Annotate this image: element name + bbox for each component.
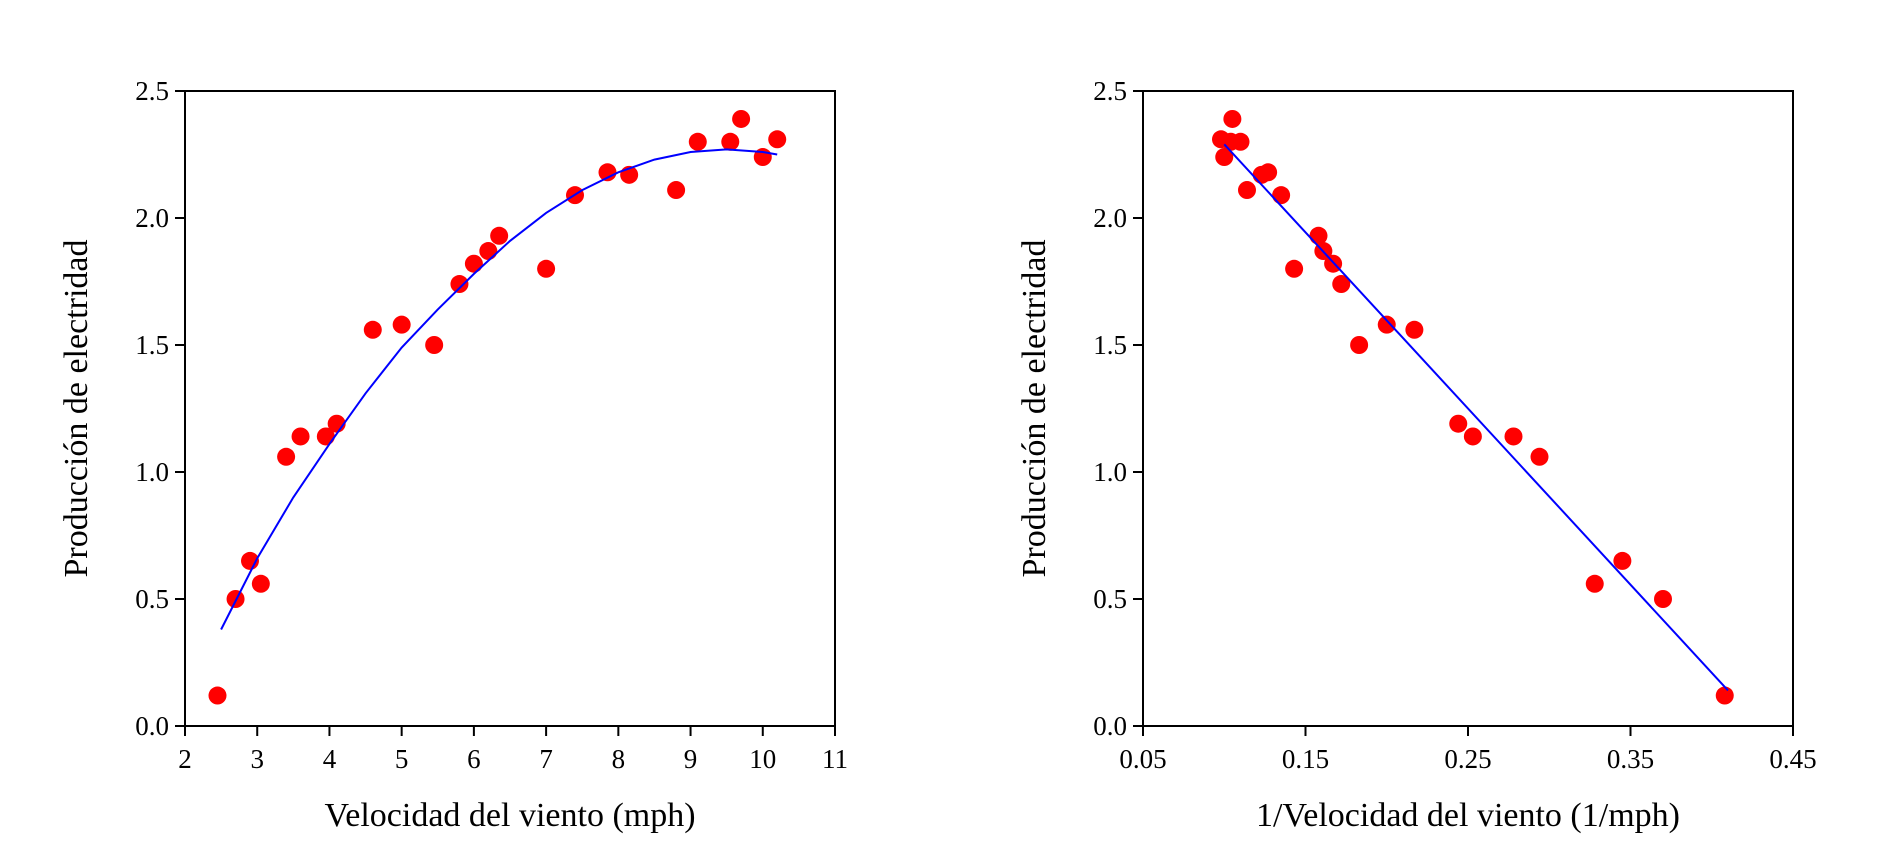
x-tick-label: 11 bbox=[822, 744, 848, 774]
data-point bbox=[425, 336, 444, 354]
y-tick-label: 0.0 bbox=[1093, 711, 1127, 741]
data-point bbox=[537, 259, 556, 278]
y-tick-label: 0.0 bbox=[135, 711, 169, 741]
y-tick-label: 2.5 bbox=[135, 76, 169, 106]
x-tick-label: 7 bbox=[539, 744, 553, 774]
data-point bbox=[1654, 590, 1672, 608]
x-tick-label: 0.45 bbox=[1769, 744, 1816, 774]
x-tick-label: 4 bbox=[323, 744, 337, 774]
x-tick-label: 0.05 bbox=[1119, 744, 1166, 774]
data-point bbox=[277, 447, 296, 466]
y-tick-label: 2.0 bbox=[135, 203, 169, 233]
data-point bbox=[1350, 336, 1369, 354]
data-point bbox=[450, 275, 469, 294]
data-point bbox=[490, 226, 509, 245]
y-tick-label: 2.5 bbox=[1093, 76, 1127, 106]
x-tick-label: 10 bbox=[749, 744, 776, 774]
data-point bbox=[1238, 181, 1256, 200]
y-tick-label: 1.0 bbox=[1093, 457, 1127, 487]
data-point bbox=[251, 574, 270, 593]
data-point bbox=[732, 109, 751, 128]
right-panel-inverse-velocidad: 0.0 0.5 1.0 1.5 2.0 2.5 0.05 0.15 0.25 0.35 0.45 1/… bbox=[1016, 76, 1817, 834]
data-point bbox=[1613, 551, 1632, 570]
data-point bbox=[1215, 148, 1234, 167]
plot-frame bbox=[184, 90, 836, 727]
data-point bbox=[1715, 686, 1734, 705]
left-panel-velocidad: 0.0 0.5 1.0 1.5 2.0 2.5 2 3 4 5 6 7 8 9 10 11 Velocidad … bbox=[58, 76, 848, 834]
x-tick-label: 6 bbox=[467, 744, 481, 774]
data-point bbox=[1463, 427, 1482, 446]
data-point bbox=[291, 427, 310, 446]
data-point bbox=[721, 132, 740, 151]
x-tick-label: 8 bbox=[612, 744, 626, 774]
data-point bbox=[1449, 414, 1468, 433]
data-point bbox=[1252, 165, 1271, 184]
x-tick-label: 5 bbox=[395, 744, 409, 774]
y-tick-label: 0.5 bbox=[1093, 584, 1127, 614]
data-point bbox=[667, 181, 686, 200]
data-point bbox=[768, 130, 787, 149]
y-tick-label: 1.0 bbox=[135, 457, 169, 487]
data-point bbox=[1377, 315, 1396, 334]
fitted-line bbox=[1223, 143, 1729, 692]
data-point bbox=[688, 132, 707, 151]
data-point bbox=[598, 163, 617, 182]
x-axis-title: Velocidad del viento (mph) bbox=[324, 797, 695, 834]
x-tick-label: 2 bbox=[178, 744, 192, 774]
x-tick-label: 0.15 bbox=[1282, 744, 1329, 774]
x-axis-title: 1/Velocidad del viento (1/mph) bbox=[1256, 797, 1680, 834]
fitted-curve bbox=[220, 148, 778, 630]
data-point bbox=[316, 427, 335, 446]
data-point bbox=[1585, 574, 1604, 593]
x-tick-label: 0.25 bbox=[1444, 744, 1491, 774]
data-point bbox=[479, 242, 498, 261]
data-point bbox=[1530, 447, 1549, 466]
data-point bbox=[1212, 130, 1230, 149]
y-tick-label: 0.5 bbox=[135, 584, 169, 614]
x-tick-label: 0.35 bbox=[1607, 744, 1654, 774]
x-tick-label: 9 bbox=[684, 744, 698, 774]
data-point bbox=[208, 686, 227, 705]
y-axis-title: Producción de electridad bbox=[58, 240, 95, 578]
data-point bbox=[1223, 109, 1242, 128]
data-point bbox=[1405, 320, 1424, 339]
data-point bbox=[363, 320, 382, 339]
x-tick-label: 3 bbox=[250, 744, 264, 774]
data-point bbox=[1332, 275, 1351, 294]
y-tick-label: 1.5 bbox=[1093, 330, 1127, 360]
data-point bbox=[1272, 186, 1291, 205]
y-tick-label: 1.5 bbox=[135, 330, 169, 360]
data-point bbox=[1285, 259, 1304, 278]
data-point bbox=[392, 315, 411, 334]
data-point bbox=[464, 254, 483, 273]
y-axis-title: Producción de electridad bbox=[1016, 240, 1053, 578]
data-point bbox=[1504, 427, 1523, 446]
data-point bbox=[1309, 226, 1328, 245]
y-tick-label: 2.0 bbox=[1093, 203, 1127, 233]
